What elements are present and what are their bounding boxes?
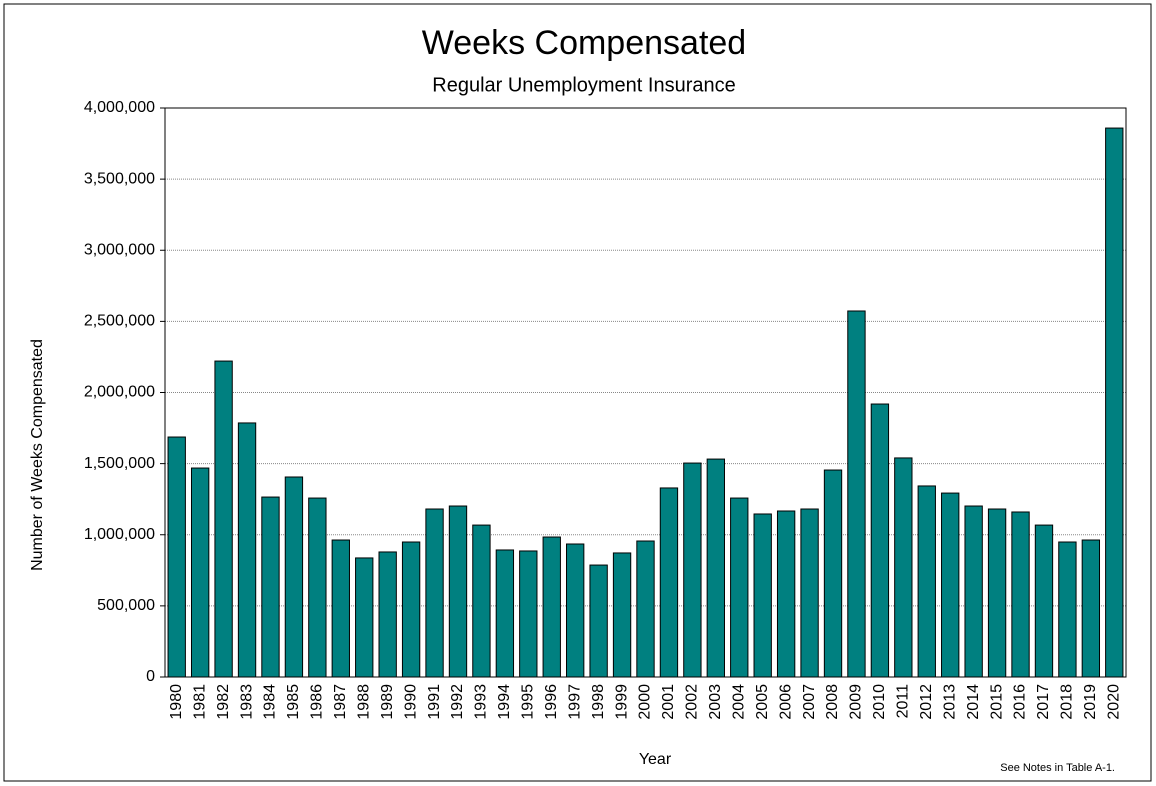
bar [237,422,257,678]
x-tick-label: 2016 [1012,684,1029,720]
bar [308,497,327,678]
x-tick-label: 2002 [684,684,701,720]
bar [894,457,913,678]
x-tick-label: 2008 [824,684,841,720]
x-axis-label: Year [639,751,672,768]
x-tick-label: 2011 [895,684,912,719]
x-tick-label: 1987 [332,684,349,720]
x-tick-label: 2010 [871,684,888,720]
bar [448,505,468,678]
bar [917,485,936,678]
bar [847,310,866,678]
plot-border [164,107,1127,678]
x-tick-label: 2005 [754,684,771,720]
bar [776,510,796,678]
bar [542,536,561,678]
x-tick-label: 1991 [426,684,443,720]
x-tick-label: 2012 [918,684,935,720]
x-tick-label: 2004 [730,684,747,720]
x-tick-label: 1996 [543,684,560,720]
x-tick-label: 1992 [449,684,466,720]
x-tick-label: 2000 [637,684,654,720]
bar [612,552,632,678]
y-tick-label: 500,000 [97,597,155,614]
y-tick-label: 1,500,000 [84,455,155,472]
bar [636,540,655,678]
bar [964,505,983,678]
bar [566,543,585,678]
bar [284,476,304,678]
x-tick-label: 1997 [566,684,583,720]
bar [870,403,890,678]
chart-subtitle: Regular Unemployment Insurance [432,74,736,96]
x-tick-label: 2013 [941,684,958,720]
x-tick-label: 2020 [1105,684,1122,720]
y-tick-label: 0 [146,668,155,685]
y-tick-label: 4,000,000 [84,99,155,116]
bar [190,467,210,678]
bar [1081,539,1101,678]
x-tick-label: 1984 [262,684,279,720]
x-tick-label: 1983 [238,684,255,720]
bar [214,360,233,678]
bar [331,539,350,678]
bar [683,462,702,678]
x-tick-label: 1988 [355,684,372,720]
x-tick-label: 2009 [848,684,865,720]
x-tick-label: 2007 [801,684,818,720]
y-tick-label: 1,000,000 [84,526,155,543]
bar [589,564,608,678]
bar [495,549,515,678]
x-tick-label: 1998 [590,684,607,720]
y-tick-label: 3,000,000 [84,241,155,258]
annotation: See Notes in Table A-1. [1000,762,1115,774]
bar [425,508,444,678]
x-tick-label: 2001 [660,684,677,720]
bar [472,524,491,678]
chart-title: Weeks Compensated [422,24,746,62]
x-tick-label: 1982 [215,684,232,720]
x-tick-label: 1995 [520,684,537,720]
x-tick-label: 1999 [613,684,630,720]
bar [987,508,1007,678]
y-axis-label: Number of Weeks Compensated [29,339,46,571]
bar [800,508,819,678]
bar [659,487,679,678]
bar [753,513,772,678]
x-tick-label: 1985 [285,684,302,720]
x-tick-label: 2015 [988,684,1005,720]
x-tick-label: 2003 [707,684,724,720]
y-tick-label: 2,500,000 [84,313,155,330]
bar [730,497,749,678]
bar [941,492,960,678]
x-tick-label: 1986 [309,684,326,720]
x-tick-label: 1980 [168,684,185,720]
bar [261,496,280,678]
x-tick-label: 1993 [473,684,490,720]
x-tick-label: 2018 [1059,684,1076,720]
bar [1058,541,1077,678]
x-tick-label: 1990 [402,684,419,720]
bar [401,541,421,678]
bar [378,551,397,678]
x-tick-label: 2014 [965,684,982,720]
y-tick-label: 3,500,000 [84,170,155,187]
bar [1105,127,1124,678]
bar [823,469,843,678]
x-tick-label: 1994 [496,684,513,720]
bar [706,458,725,678]
x-tick-label: 2006 [777,684,794,720]
x-tick-label: 1981 [191,684,208,720]
bar [1011,511,1030,678]
bar [355,557,374,678]
bar [519,550,538,678]
x-tick-label: 1989 [379,684,396,720]
bar [167,436,186,678]
x-tick-label: 2019 [1082,684,1099,720]
x-tick-label: 2017 [1035,684,1052,720]
y-tick-label: 2,000,000 [84,384,155,401]
bar [1034,524,1054,678]
